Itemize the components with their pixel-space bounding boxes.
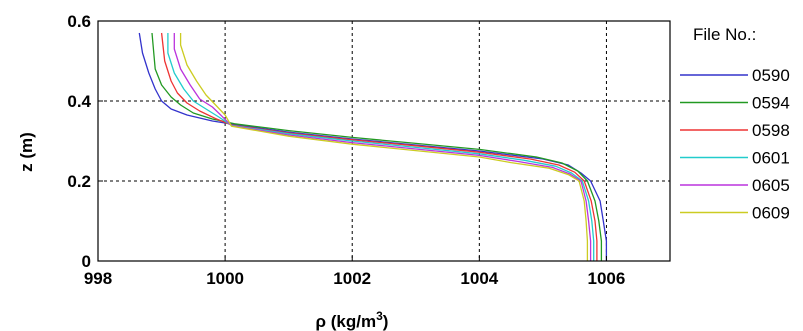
legend-label-0594: 0594 (752, 94, 790, 113)
y-tick-label: 0.2 (67, 172, 91, 191)
legend-label-0590: 0590 (752, 66, 790, 85)
series-line-0609 (179, 33, 589, 261)
x-tick-label: 1004 (460, 269, 498, 288)
series-line-0594 (151, 32, 603, 261)
x-axis-label-superscript: 3 (376, 309, 383, 323)
x-tick-label: 998 (84, 269, 112, 288)
x-axis-ticks: 998 1000 1002 1004 1006 (84, 256, 626, 288)
y-tick-label: 0.6 (67, 12, 91, 31)
y-axis-ticks: 0 0.2 0.4 0.6 (67, 12, 103, 271)
y-axis-label: z (m) (17, 132, 36, 172)
x-axis-label-close: ) (383, 312, 389, 331)
legend-label-0598: 0598 (752, 121, 790, 140)
y-tick-label: 0.4 (67, 92, 91, 111)
legend-label-0605: 0605 (752, 176, 790, 195)
series-line-0605 (173, 33, 592, 261)
legend-label-0609: 0609 (752, 204, 790, 223)
legend: 0590 0594 0598 0601 0605 0609 (680, 66, 790, 223)
x-axis-label: ρ (kg/m3) (316, 309, 389, 331)
legend-label-0601: 0601 (752, 149, 790, 168)
series-line-0601 (167, 33, 595, 261)
x-tick-label: 1000 (206, 269, 244, 288)
series-line-0598 (160, 32, 598, 261)
series-line-0590 (138, 32, 608, 261)
x-tick-label: 1006 (588, 269, 626, 288)
y-tick-label: 0 (82, 252, 91, 271)
legend-title: File No.: (693, 25, 756, 44)
x-tick-label: 1002 (333, 269, 371, 288)
plot-frame (97, 20, 671, 262)
series-lines (138, 32, 608, 261)
